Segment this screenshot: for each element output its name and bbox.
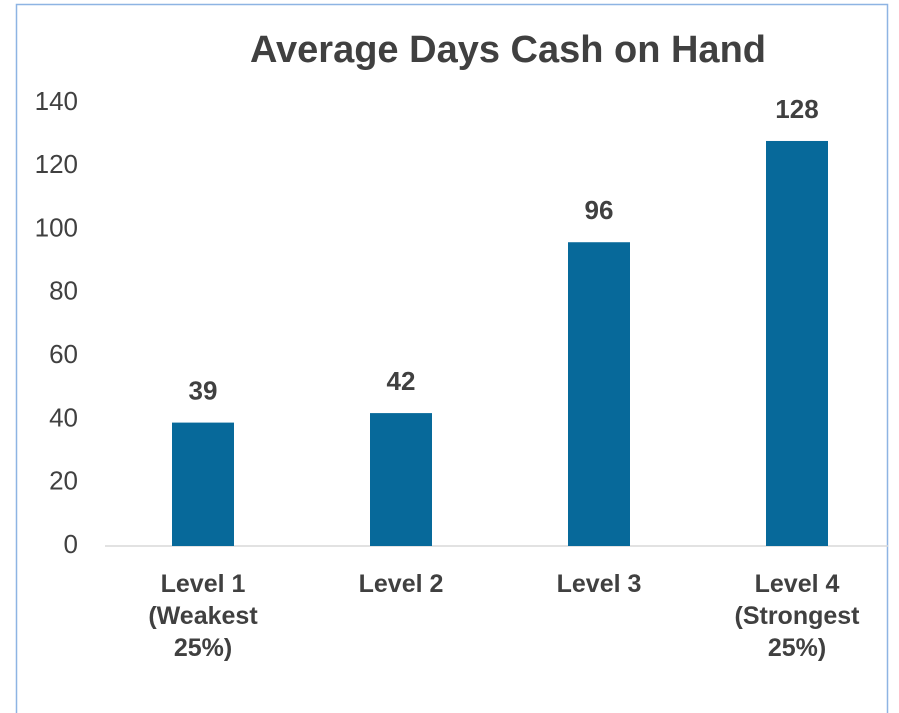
- data-label: 96: [585, 195, 614, 225]
- x-tick-label: Level 2: [359, 570, 444, 598]
- x-tick-label: Level 4 (Strongest 25%): [735, 570, 861, 662]
- x-tick-label-line: (Weakest: [148, 602, 258, 630]
- data-label: 42: [387, 366, 416, 396]
- data-label: 128: [775, 94, 818, 124]
- bar: [172, 422, 234, 546]
- bar: [568, 242, 630, 546]
- x-tick-label-line: (Strongest: [735, 602, 861, 630]
- y-tick-label: 120: [35, 149, 78, 179]
- x-tick-label: Level 1 (Weakest 25%): [148, 570, 258, 662]
- data-label: 39: [189, 375, 218, 405]
- y-tick-label: 60: [49, 339, 78, 369]
- bar: [370, 413, 432, 546]
- y-tick-label: 80: [49, 276, 78, 306]
- x-tick-label-line: Level 1: [161, 570, 246, 598]
- y-tick-label: 140: [35, 86, 78, 116]
- y-tick-label: 20: [49, 466, 78, 496]
- chart-border: [15, 3, 889, 713]
- x-tick-label: Level 3: [557, 570, 642, 598]
- y-tick-label: 40: [49, 402, 78, 432]
- chart-title: Average Days Cash on Hand: [250, 29, 766, 71]
- bar: [766, 140, 828, 546]
- x-tick-label-line: Level 2: [359, 570, 444, 598]
- x-tick-label-line: 25%): [768, 634, 826, 662]
- y-tick-label: 0: [64, 529, 78, 559]
- x-tick-label-line: 25%): [174, 634, 232, 662]
- x-tick-label-line: Level 4: [755, 570, 840, 598]
- x-tick-label-line: Level 3: [557, 570, 642, 598]
- y-tick-label: 100: [35, 212, 78, 242]
